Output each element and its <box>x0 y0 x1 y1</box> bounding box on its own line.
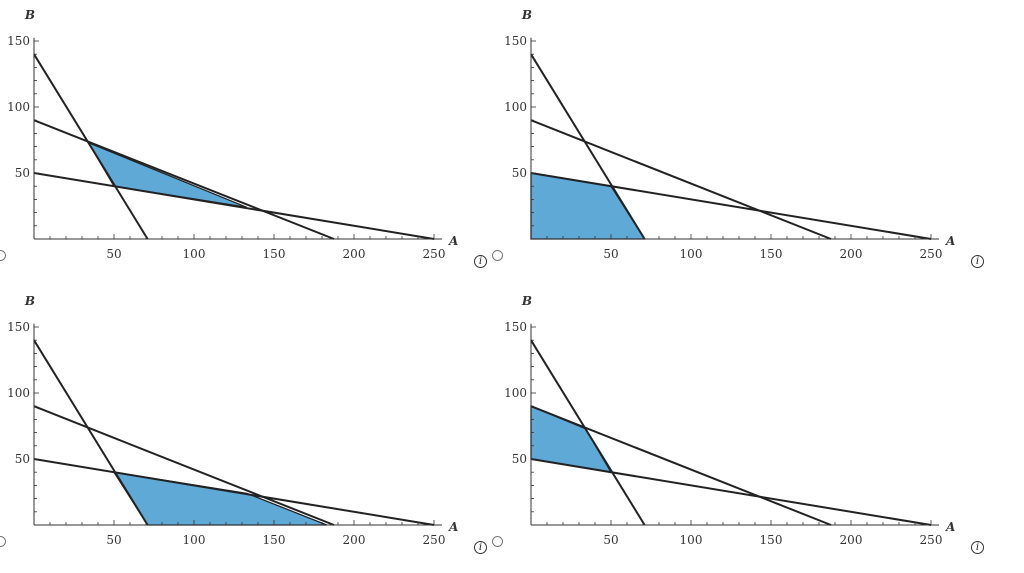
radio-button-d[interactable] <box>492 536 503 547</box>
y-tick-label: 50 <box>512 452 527 466</box>
y-axis-label: B <box>24 294 35 308</box>
answer-option-a[interactable]: 50 100 150 200 250 50 100 150 A B i <box>0 0 497 286</box>
info-icon[interactable]: i <box>474 255 487 268</box>
constraint-line-2 <box>530 119 832 240</box>
x-tick-label: 250 <box>920 247 943 261</box>
y-tick-label: 50 <box>15 166 30 180</box>
y-tick-label: 150 <box>7 320 30 334</box>
answer-option-d[interactable]: 50 100 150 200 250 50 100 150 A B i <box>497 286 994 572</box>
constraint-line-1 <box>33 53 149 240</box>
x-tick-label: 150 <box>263 247 286 261</box>
feasible-region-chart-c: 50 100 150 200 250 50 100 150 A B <box>7 294 458 547</box>
y-tick-label: 150 <box>504 320 527 334</box>
info-icon[interactable]: i <box>971 541 984 554</box>
y-tick-label: 100 <box>504 386 527 400</box>
x-tick-label: 50 <box>106 247 121 261</box>
x-tick-label: 100 <box>680 247 703 261</box>
x-tick-label: 50 <box>603 247 618 261</box>
x-tick-label: 200 <box>840 247 863 261</box>
x-tick-label: 100 <box>183 533 206 547</box>
x-tick-label: 50 <box>106 533 121 547</box>
y-axis-label: B <box>521 8 532 22</box>
constraint-line-2 <box>33 119 335 240</box>
y-axis-label: B <box>24 8 35 22</box>
x-axis-label: A <box>448 520 458 534</box>
constraint-line-2 <box>530 405 832 526</box>
answer-option-b[interactable]: 50 100 150 200 250 50 100 150 A B i <box>497 0 994 286</box>
x-tick-label: 100 <box>183 247 206 261</box>
x-tick-label: 250 <box>920 533 943 547</box>
constraint-line-2 <box>33 405 335 526</box>
constraint-line-3 <box>530 458 932 526</box>
x-tick-label: 100 <box>680 533 703 547</box>
radio-button-b[interactable] <box>492 250 503 261</box>
feasible-region <box>530 405 613 474</box>
y-tick-label: 50 <box>15 452 30 466</box>
constraint-line-3 <box>33 458 435 526</box>
y-tick-label: 100 <box>7 100 30 114</box>
x-axis-label: A <box>945 520 955 534</box>
constraint-line-1 <box>33 339 149 526</box>
x-tick-label: 200 <box>840 533 863 547</box>
feasible-region-chart-d: 50 100 150 200 250 50 100 150 A B <box>504 294 955 547</box>
constraint-line-1 <box>530 53 646 240</box>
answer-option-c[interactable]: 50 100 150 200 250 50 100 150 A B i <box>0 286 497 572</box>
constraint-line-3 <box>530 172 932 240</box>
feasible-region <box>86 141 248 208</box>
feasible-region-chart-b: 50 100 150 200 250 50 100 150 A B <box>504 8 955 261</box>
x-tick-label: 150 <box>760 247 783 261</box>
info-icon[interactable]: i <box>971 255 984 268</box>
x-tick-label: 250 <box>423 247 446 261</box>
x-axis-label: A <box>945 234 955 248</box>
x-tick-label: 150 <box>760 533 783 547</box>
y-tick-label: 100 <box>504 100 527 114</box>
x-tick-label: 150 <box>263 533 286 547</box>
x-tick-label: 200 <box>343 247 366 261</box>
y-tick-label: 100 <box>7 386 30 400</box>
y-tick-label: 150 <box>504 34 527 48</box>
y-axis-label: B <box>521 294 532 308</box>
x-tick-label: 200 <box>343 533 366 547</box>
constraint-line-1 <box>530 339 646 526</box>
x-tick-label: 50 <box>603 533 618 547</box>
feasible-region-chart-a: 50 100 150 200 250 50 100 150 A B <box>7 8 458 261</box>
info-icon[interactable]: i <box>474 541 487 554</box>
y-tick-label: 150 <box>7 34 30 48</box>
y-tick-label: 50 <box>512 166 527 180</box>
constraint-line-3 <box>33 172 435 240</box>
x-tick-label: 250 <box>423 533 446 547</box>
x-axis-label: A <box>448 234 458 248</box>
